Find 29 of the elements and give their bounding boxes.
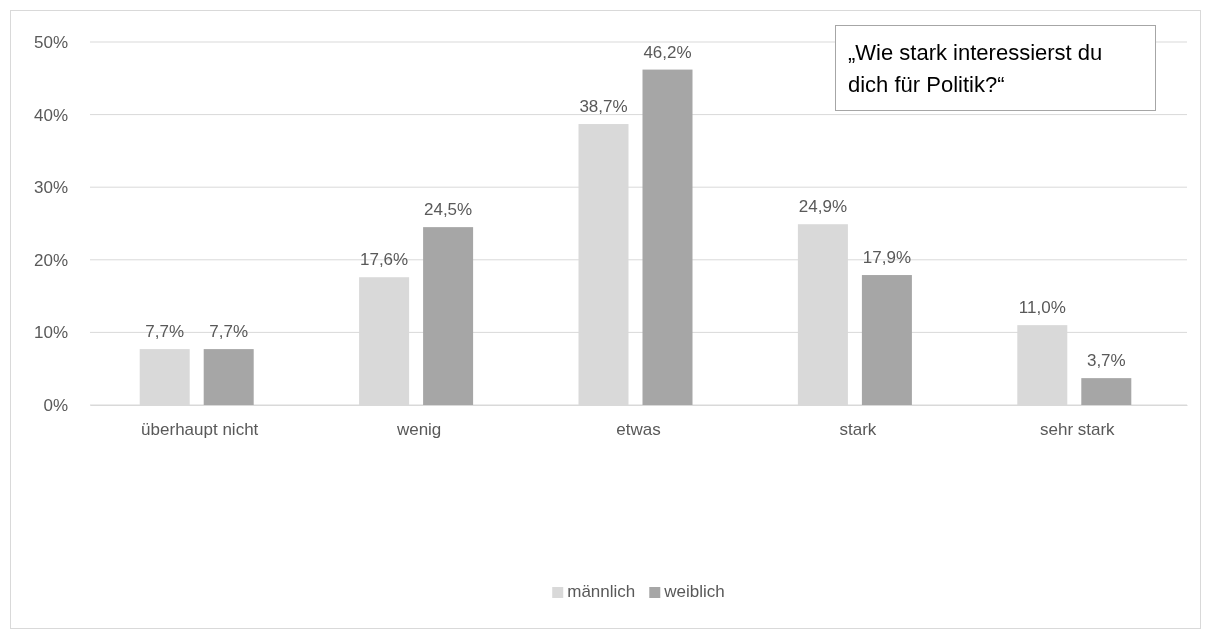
y-tick-label: 30% [33, 178, 68, 198]
bar [1081, 378, 1132, 405]
y-tick-label: 10% [33, 323, 68, 343]
data-label: 46,2% [643, 42, 692, 62]
data-label: 17,6% [360, 250, 409, 270]
data-label: 7,7% [145, 322, 185, 342]
x-tick-label: etwas [616, 420, 661, 440]
y-tick-label: 50% [33, 32, 68, 52]
bar [642, 69, 693, 405]
annotation: „Wie stark interessierst du dich für Politik?“ [848, 40, 1103, 97]
bar [203, 349, 254, 405]
legend-label: männlich [567, 582, 636, 601]
data-label: 24,9% [798, 197, 847, 217]
data-label: 24,5% [424, 200, 473, 220]
bar [423, 227, 474, 405]
y-tick-label: 20% [33, 250, 68, 270]
data-label: 11,0% [1018, 298, 1066, 318]
x-tick-label: sehr stark [1039, 420, 1116, 440]
data-label: 7,7% [209, 322, 249, 342]
y-tick-label: 40% [33, 105, 68, 125]
data-label: 17,9% [862, 248, 911, 268]
x-tick-label: stark [839, 420, 877, 440]
x-tick-label: wenig [395, 420, 442, 440]
bar [861, 275, 912, 405]
y-tick-label: 0% [43, 395, 68, 415]
data-label: 3,7% [1086, 351, 1126, 371]
legend-label: weiblich [663, 582, 725, 601]
data-label: 38,7% [579, 97, 628, 117]
x-tick-label: überhaupt nicht [141, 420, 259, 440]
